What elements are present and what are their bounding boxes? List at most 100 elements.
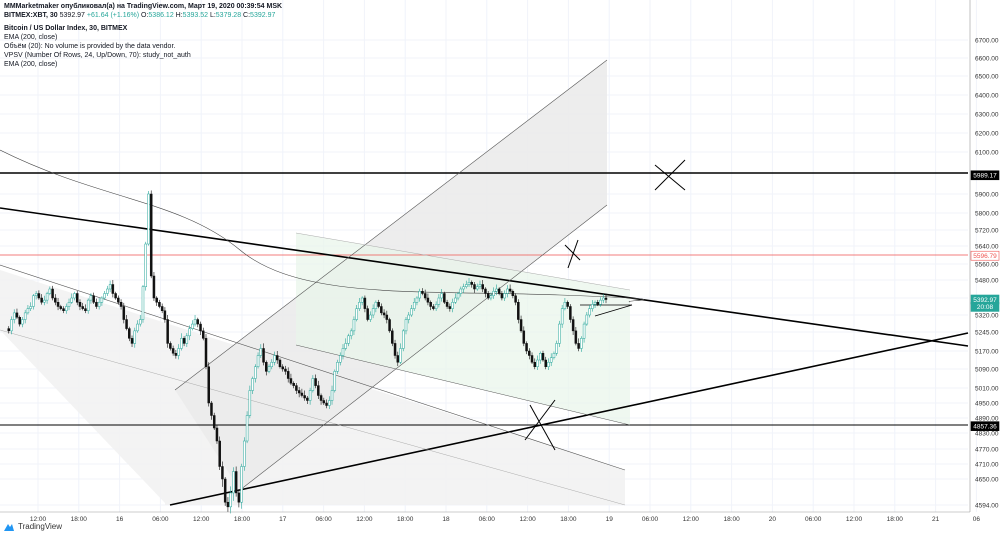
study-ema-1[interactable]: EMA (200, close) <box>4 34 58 41</box>
candle-body <box>73 293 76 299</box>
candle-body <box>136 323 139 332</box>
cross-mark <box>567 239 579 269</box>
x-tick-label: 18 <box>442 516 450 523</box>
y-tick-label: 6500.00 <box>975 73 999 80</box>
price-tag-label: 4857.36 <box>973 423 997 430</box>
x-tick-label: 12:00 <box>193 516 210 523</box>
candle-body <box>191 323 194 329</box>
candle-body <box>286 371 290 379</box>
candle-body <box>95 302 98 307</box>
candle-body <box>166 319 169 344</box>
x-tick-label: 06:00 <box>152 516 169 523</box>
candle-body <box>538 353 542 361</box>
candle-body <box>432 306 435 309</box>
candle-body <box>344 343 347 349</box>
lower-channel-line <box>0 264 626 471</box>
candle-body <box>114 293 117 299</box>
candle-body <box>448 306 452 309</box>
close-label: C: <box>243 12 251 19</box>
candle-body <box>207 366 210 404</box>
y-tick-label: 5720.00 <box>975 227 999 234</box>
study-vpsv[interactable]: VPSV (Number Of Rows, 24, Up/Down, 70): … <box>4 52 191 59</box>
candle-body <box>92 295 95 303</box>
candle-body <box>402 330 405 349</box>
x-tick-label: 18:00 <box>887 516 904 523</box>
candle-body <box>355 308 358 320</box>
study-ema-2[interactable]: EMA (200, close) <box>4 61 58 68</box>
candle-body <box>492 291 495 296</box>
candle-body <box>256 355 260 367</box>
y-tick-label: 5010.00 <box>975 385 999 392</box>
candle-body <box>248 390 252 416</box>
candle-body <box>278 359 282 367</box>
candle-body <box>65 306 68 311</box>
candle-body <box>574 330 578 344</box>
price-tag-label: 5596.79 <box>973 253 997 260</box>
candle-body <box>193 319 197 325</box>
candle-body <box>23 312 27 320</box>
candle-body <box>380 306 383 314</box>
candle-body <box>363 297 367 309</box>
candle-body <box>558 323 561 344</box>
candle-body <box>577 343 580 349</box>
high-label: H: <box>175 12 183 19</box>
candle-body <box>281 366 284 370</box>
drawing-zones <box>0 60 630 505</box>
candle-body <box>144 243 147 287</box>
candle-body <box>443 293 446 303</box>
low-label: L: <box>209 12 216 19</box>
price-tag-label: 20:08 <box>977 304 994 311</box>
x-tick-label: 12:00 <box>683 516 700 523</box>
symbol-label[interactable]: BITMEX:XBT, 30 <box>4 12 58 19</box>
candle-body <box>108 284 112 290</box>
candle-body <box>40 297 43 303</box>
candle-body <box>508 288 512 292</box>
footer: TradingView <box>4 522 62 531</box>
candle-body <box>382 312 386 316</box>
candle-body <box>284 368 287 372</box>
y-tick-label: 4950.00 <box>975 400 999 407</box>
candle-body <box>51 288 54 299</box>
candles <box>7 190 608 514</box>
candle-body <box>366 308 369 320</box>
candle-body <box>10 319 13 332</box>
candle-body <box>604 297 608 300</box>
candle-body <box>423 293 427 299</box>
x-tick-label: 06:00 <box>805 516 822 523</box>
candle-body <box>149 193 153 277</box>
candle-body <box>514 295 517 303</box>
x-tick-label: 12:00 <box>846 516 863 523</box>
up-channel-lower <box>239 204 608 491</box>
candle-body <box>519 319 523 332</box>
candle-body <box>171 348 175 354</box>
tradingview-logo-icon <box>4 523 14 531</box>
y-tick-label: 5560.00 <box>975 261 999 268</box>
candle-body <box>15 312 19 318</box>
green-flag-zone <box>296 233 630 425</box>
candle-body <box>177 348 180 356</box>
candle-body <box>503 293 506 299</box>
x-tick-label: 06 <box>973 516 981 523</box>
candle-body <box>182 338 186 344</box>
candle-body <box>122 306 126 320</box>
candle-body <box>566 302 569 307</box>
candle-body <box>270 362 274 367</box>
candle-body <box>174 353 178 356</box>
candle-body <box>369 314 372 320</box>
candle-body <box>415 297 419 303</box>
candle-body <box>358 302 361 309</box>
x-tick-label: 18:00 <box>71 516 88 523</box>
candle-body <box>100 297 104 303</box>
candle-body <box>500 293 504 299</box>
candle-body <box>473 284 476 290</box>
flag-lower <box>295 344 631 426</box>
up-channel-upper <box>174 59 608 391</box>
candle-body <box>234 471 238 494</box>
candle-body <box>295 385 298 391</box>
candle-body <box>560 308 564 325</box>
candle-body <box>155 297 158 303</box>
study-volume[interactable]: Объём (20): No volume is provided by the… <box>4 43 176 50</box>
candle-body <box>399 348 402 363</box>
candle-body <box>81 306 84 309</box>
